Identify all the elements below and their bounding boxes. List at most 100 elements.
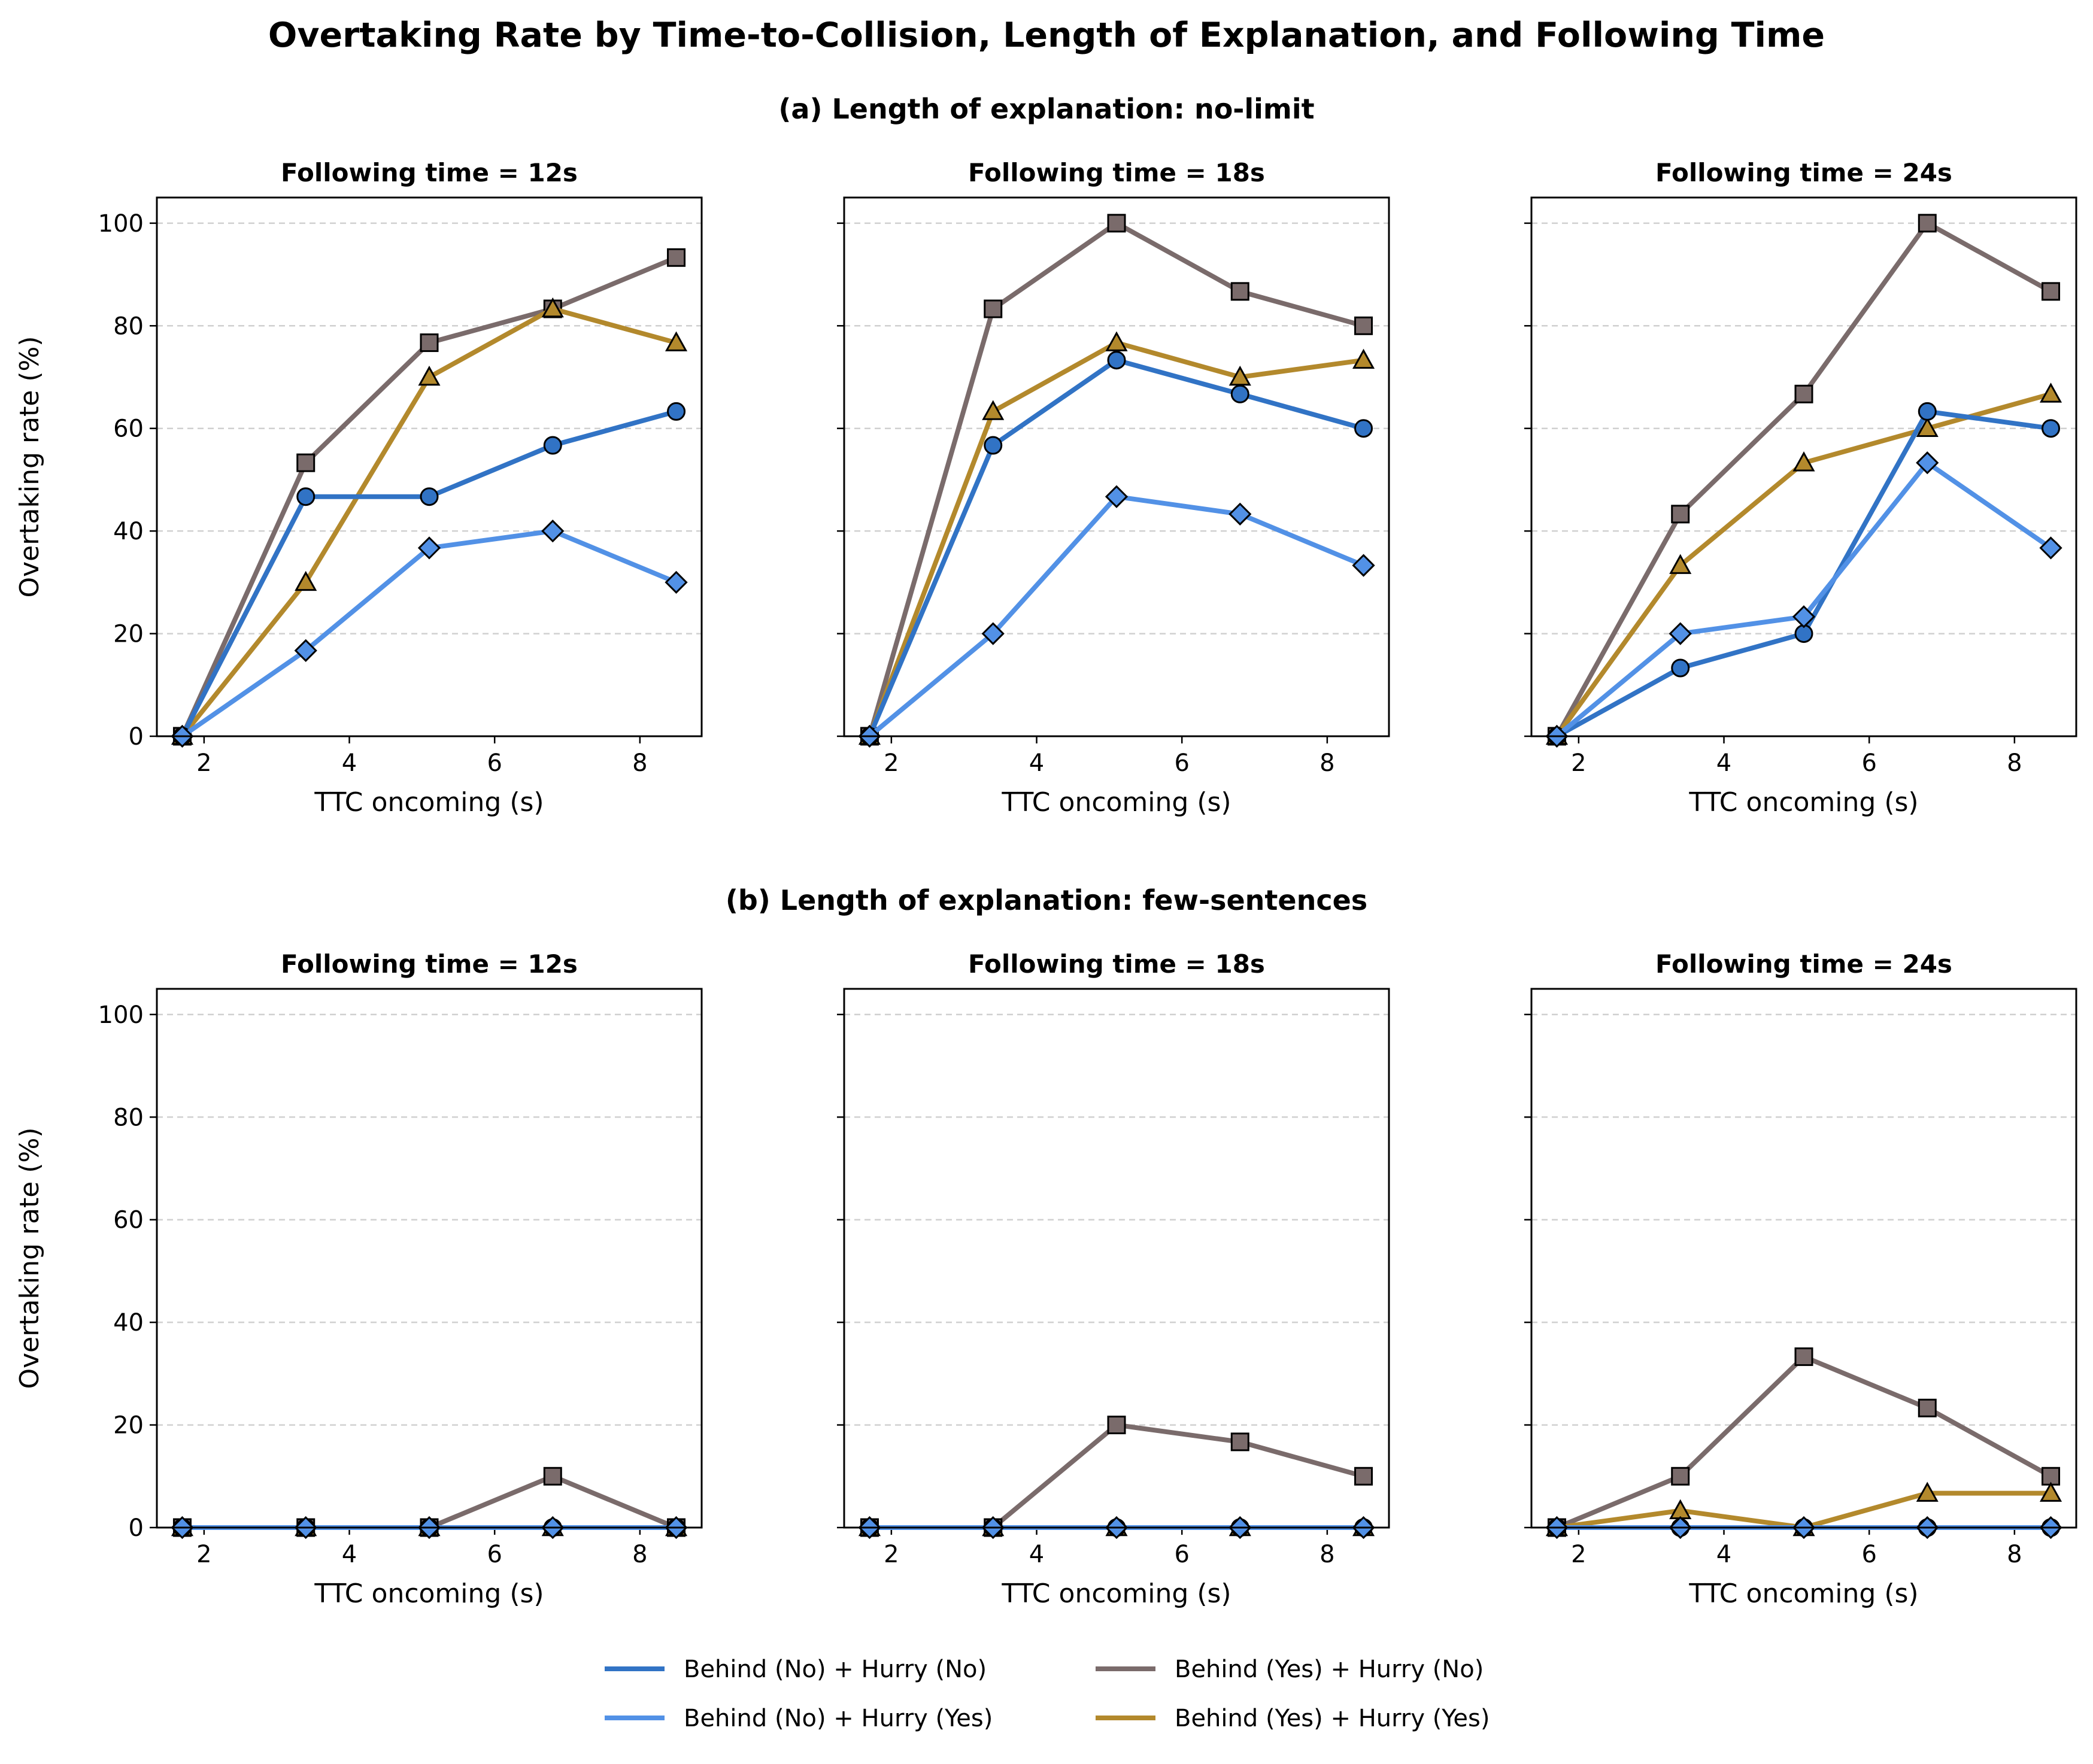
x-tick-label: 2 <box>884 749 899 777</box>
x-axis-label: TTC oncoming (s) <box>1688 787 1918 818</box>
data-point-behind-yes-hurry-no <box>1230 1432 1249 1452</box>
data-point-behind-yes-hurry-no <box>543 1467 562 1486</box>
x-tick-label: 4 <box>1029 1541 1044 1568</box>
legend-label: Behind (No) + Hurry (No) <box>684 1656 987 1683</box>
legend-entry-behind-yes-hurry-yes: Behind (Yes) + Hurry (Yes) <box>1096 1705 1490 1732</box>
data-point-behind-no-hurry-no <box>420 487 439 506</box>
data-point-behind-yes-hurry-yes <box>1105 331 1128 351</box>
data-point-behind-yes-hurry-no <box>1230 282 1249 301</box>
x-tick-label: 8 <box>1320 1541 1334 1568</box>
data-point-behind-yes-hurry-no <box>984 299 1003 318</box>
data-point-behind-no-hurry-no <box>1230 384 1249 403</box>
data-point-behind-yes-hurry-yes <box>1916 1481 1939 1502</box>
data-point-behind-yes-hurry-no <box>1918 214 1937 233</box>
data-point-behind-no-hurry-yes <box>981 622 1005 645</box>
data-point-behind-no-hurry-yes <box>1105 485 1129 508</box>
x-tick-label: 8 <box>632 749 647 777</box>
axes-frame <box>843 196 1390 737</box>
data-point-behind-yes-hurry-no <box>1671 1467 1690 1486</box>
x-tick-label: 2 <box>1571 1541 1586 1568</box>
x-tick-label: 6 <box>487 1541 502 1568</box>
data-point-behind-no-hurry-no <box>1918 402 1937 421</box>
data-point-behind-yes-hurry-no <box>667 248 686 267</box>
data-point-behind-yes-hurry-yes <box>418 365 441 386</box>
axes-frame <box>156 196 703 737</box>
x-tick-label: 8 <box>2007 749 2022 777</box>
data-point-behind-yes-hurry-yes <box>665 331 688 351</box>
x-tick-label: 6 <box>1174 1541 1189 1568</box>
panel-a-1: 0 20 40 60 80 100 2 4 6 8 Following time = 12s TTC … <box>14 158 703 818</box>
x-axis-label: TTC oncoming (s) <box>1688 1578 1918 1609</box>
x-tick-label: 8 <box>2007 1541 2022 1568</box>
y-tick-label: 0 <box>129 1514 144 1542</box>
data-point-behind-yes-hurry-no <box>1354 1467 1373 1486</box>
x-tick-label: 4 <box>1029 749 1044 777</box>
data-point-behind-yes-hurry-no <box>1671 505 1690 524</box>
data-point-behind-no-hurry-no <box>667 402 686 421</box>
x-tick-label: 8 <box>632 1541 647 1568</box>
panel-title: Following time = 18s <box>968 158 1265 187</box>
x-tick-label: 6 <box>1861 749 1876 777</box>
x-tick-label: 8 <box>1320 749 1334 777</box>
panel-title: Following time = 24s <box>1655 949 1952 979</box>
legend: Behind (No) + Hurry (No) Behind (No) + Hu… <box>605 1656 1490 1732</box>
data-point-behind-no-hurry-yes <box>2039 536 2062 560</box>
data-point-behind-yes-hurry-yes <box>1916 417 1939 438</box>
data-point-behind-yes-hurry-no <box>1354 316 1373 335</box>
data-point-behind-no-hurry-yes <box>1916 451 1939 475</box>
x-tick-label: 2 <box>196 1541 211 1568</box>
legend-label: Behind (No) + Hurry (Yes) <box>684 1705 993 1732</box>
data-point-behind-yes-hurry-yes <box>1792 451 1815 472</box>
x-tick-label: 6 <box>1174 749 1189 777</box>
panel-title: Following time = 24s <box>1655 158 1952 187</box>
data-point-behind-no-hurry-no <box>543 436 562 455</box>
data-point-behind-no-hurry-yes <box>1228 502 1252 526</box>
data-point-behind-no-hurry-no <box>984 436 1003 455</box>
panel-b-3: 2 4 6 8 Following time = 24s TTC oncoming (s) <box>1524 949 2077 1609</box>
data-point-behind-no-hurry-yes <box>1792 605 1816 629</box>
y-tick-label: 0 <box>129 723 144 751</box>
data-point-behind-yes-hurry-no <box>1794 384 1813 403</box>
data-point-behind-yes-hurry-yes <box>295 570 317 591</box>
y-tick-label: 40 <box>113 518 144 545</box>
data-point-behind-yes-hurry-yes <box>1669 554 1692 574</box>
x-tick-label: 6 <box>1861 1541 1876 1568</box>
row-b-label: (b) Length of explanation: few-sentences <box>726 884 1367 916</box>
figure-title: Overtaking Rate by Time-to-Collision, Le… <box>268 16 1825 55</box>
legend-label: Behind (Yes) + Hurry (No) <box>1175 1656 1484 1683</box>
x-tick-label: 4 <box>1716 1541 1731 1568</box>
y-tick-label: 80 <box>113 312 144 340</box>
data-point-behind-no-hurry-no <box>1671 658 1690 678</box>
x-tick-label: 4 <box>342 1541 357 1568</box>
data-point-behind-no-hurry-yes <box>541 520 565 543</box>
data-point-behind-no-hurry-no <box>296 487 316 506</box>
data-point-behind-yes-hurry-no <box>2042 282 2061 301</box>
data-point-behind-no-hurry-no <box>2042 419 2061 438</box>
panel-b-2: 2 4 6 8 Following time = 18s TTC oncoming (s) <box>837 949 1390 1609</box>
x-tick-label: 4 <box>1716 749 1731 777</box>
y-tick-label: 40 <box>113 1309 144 1337</box>
panel-title: Following time = 12s <box>281 158 578 187</box>
data-point-behind-no-hurry-yes <box>665 570 688 594</box>
data-point-behind-no-hurry-yes <box>1669 622 1692 645</box>
y-tick-label: 20 <box>113 1412 144 1440</box>
y-tick-label: 100 <box>98 210 144 238</box>
y-tick-label: 60 <box>113 415 144 443</box>
axes-frame <box>843 988 1390 1529</box>
data-point-behind-yes-hurry-yes <box>1352 348 1375 369</box>
x-tick-label: 2 <box>196 749 211 777</box>
axes-frame <box>156 988 703 1529</box>
panel-title: Following time = 12s <box>281 949 578 979</box>
data-point-behind-no-hurry-yes <box>1352 554 1375 577</box>
data-point-behind-yes-hurry-yes <box>982 400 1005 420</box>
x-tick-label: 2 <box>1571 749 1586 777</box>
data-point-behind-no-hurry-no <box>1354 419 1373 438</box>
row-a-label: (a) Length of explanation: no-limit <box>778 93 1314 125</box>
legend-entry-behind-yes-hurry-no: Behind (Yes) + Hurry (No) <box>1096 1656 1484 1683</box>
panel-a-2: 2 4 6 8 Following time = 18s TTC oncoming (s) <box>837 158 1390 818</box>
y-tick-label: 100 <box>98 1001 144 1029</box>
y-tick-label: 80 <box>113 1104 144 1131</box>
